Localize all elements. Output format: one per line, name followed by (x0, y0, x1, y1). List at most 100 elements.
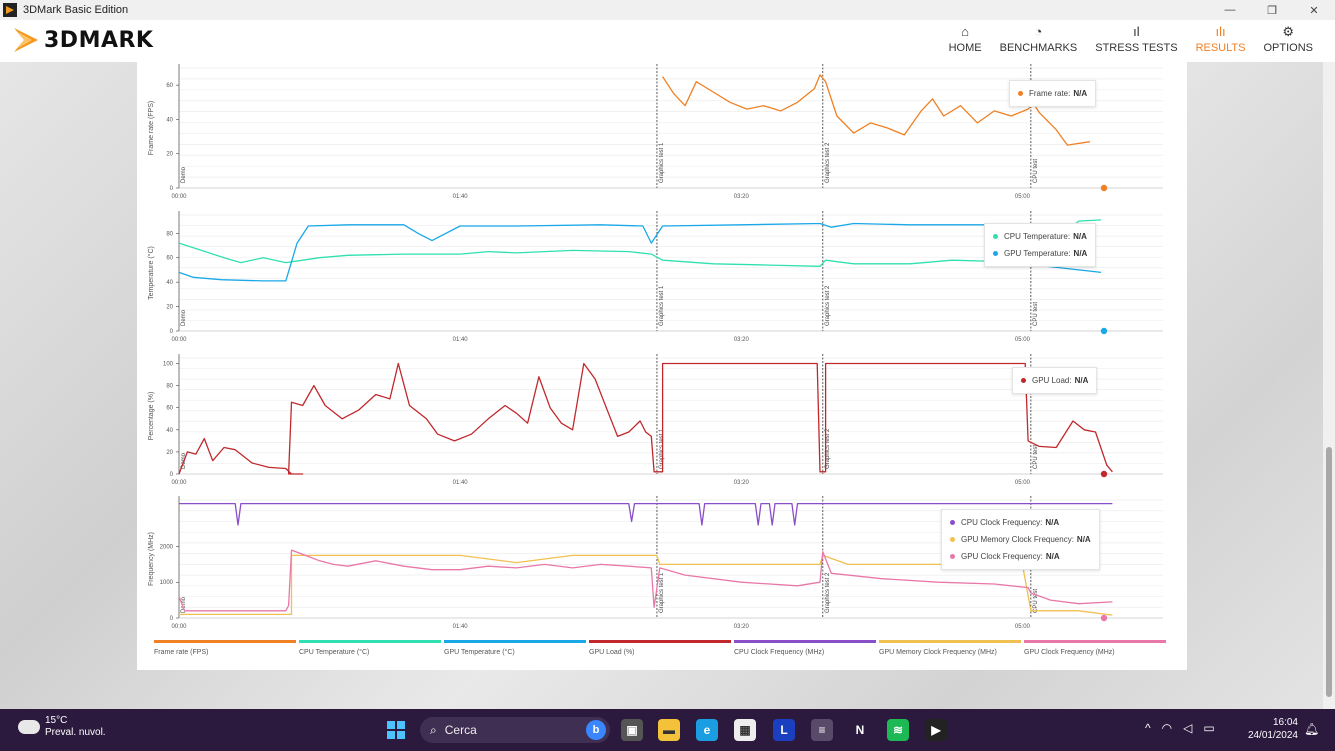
test-marker-label: Graphics test 1 (659, 428, 665, 469)
bars-icon: ıl (1133, 24, 1140, 39)
task-view-icon[interactable]: ▣ (621, 719, 643, 741)
y-axis-label: Temperature (°C) (147, 246, 155, 300)
test-marker-label: Graphics test 2 (825, 572, 831, 613)
legend-value: N/A (1045, 518, 1060, 527)
window-titlebar: 3DMark Basic Edition — ❐ ✕ (0, 0, 1335, 20)
file-explorer-icon[interactable]: ▬ (658, 719, 680, 741)
cursor-dot (1100, 184, 1108, 192)
y-tick-label: 60 (166, 256, 173, 262)
legend-value: N/A (1073, 232, 1087, 241)
app-n-icon[interactable]: N (849, 719, 871, 741)
clock-time: 16:04 (1272, 717, 1298, 728)
nav-stress-tests[interactable]: ıl STRESS TESTS (1095, 24, 1177, 54)
legend-color-bar (299, 640, 441, 643)
series-line-frame-rate (662, 74, 1090, 146)
app-books-icon[interactable]: ≡ (811, 719, 833, 741)
volume-icon[interactable]: ◁ (1183, 721, 1193, 735)
bottom-legend-item[interactable]: Frame rate (FPS) (154, 640, 296, 660)
legend-temperature: CPU Temperature: N/A GPU Temperature: N/A (984, 223, 1097, 267)
bottom-legend-item[interactable]: CPU Temperature (°C) (299, 640, 441, 660)
clock[interactable]: 16:04 24/01/2024 (1238, 716, 1298, 742)
bottom-legend-item[interactable]: GPU Clock Frequency (MHz) (1024, 640, 1166, 660)
bottom-legend-item[interactable]: GPU Load (%) (589, 640, 731, 660)
test-marker-label: CPU test (1033, 302, 1039, 326)
nav-options[interactable]: ⚙ OPTIONS (1263, 24, 1313, 54)
app-l-icon[interactable]: L (773, 719, 795, 741)
x-tick-label: 01:40 (453, 337, 469, 343)
x-tick-label: 00:00 (171, 624, 187, 630)
x-tick-label: 05:00 (1015, 337, 1031, 343)
y-tick-label: 20 (166, 305, 173, 311)
y-tick-label: 100 (163, 362, 174, 368)
x-tick-label: 05:00 (1015, 194, 1031, 200)
battery-icon[interactable]: ▭ (1203, 721, 1215, 735)
test-marker-label: CPU test (1033, 159, 1039, 183)
search-box[interactable]: ⌕ Cerca b (420, 717, 610, 743)
y-tick-label: 40 (166, 428, 173, 434)
y-tick-label: 1000 (160, 580, 174, 586)
logo-text: 3DMARK (44, 27, 154, 53)
legend-value: N/A (1076, 535, 1091, 544)
wifi-icon[interactable]: ◠ (1161, 721, 1173, 735)
y-axis-label: Frequency (MHz) (148, 532, 155, 586)
nav-label: HOME (948, 42, 982, 54)
bottom-legend-item[interactable]: GPU Memory Clock Frequency (MHz) (879, 640, 1021, 660)
nav-label: RESULTS (1195, 42, 1246, 54)
cursor-dot (1100, 470, 1108, 478)
y-tick-label: 60 (166, 406, 173, 412)
bottom-legend-item[interactable]: CPU Clock Frequency (MHz) (734, 640, 876, 660)
clock-date: 24/01/2024 (1247, 730, 1298, 741)
home-icon: ⌂ (961, 24, 970, 39)
legend-row: Frame rate: N/A (1018, 85, 1087, 102)
x-tick-label: 01:40 (453, 480, 469, 486)
minimize-button[interactable]: — (1224, 4, 1236, 16)
system-tray[interactable]: ^ ◠ ◁ ▭ (1145, 721, 1226, 735)
3dmark-icon[interactable]: ▶ (925, 719, 947, 741)
start-button[interactable] (387, 721, 405, 739)
nav-benchmarks[interactable]: ◔ BENCHMARKS (1000, 24, 1078, 54)
spotify-icon[interactable]: ≋ (887, 719, 909, 741)
scrollbar-thumb[interactable] (1326, 447, 1332, 697)
nav-results[interactable]: ılı RESULTS (1196, 24, 1246, 54)
y-tick-label: 20 (166, 152, 173, 158)
test-marker-label: CPU test (1033, 445, 1039, 469)
legend-label: GPU Clock Frequency: (961, 552, 1043, 561)
bottom-legend-label: GPU Temperature (°C) (444, 649, 515, 656)
series-line-gpu-clock-frequency (178, 549, 1113, 612)
chevron-up-icon[interactable]: ^ (1145, 721, 1151, 735)
bottom-legend-item[interactable]: GPU Temperature (°C) (444, 640, 586, 660)
scrollbar[interactable] (1323, 62, 1335, 709)
test-marker-label: Graphics test 1 (659, 285, 665, 326)
legend-row: CPU Clock Frequency: N/A (950, 514, 1091, 531)
y-axis-label: Percentage (%) (148, 392, 155, 441)
main-nav: ⌂ HOME ◔ BENCHMARKS ıl STRESS TESTS ılı RESULTS… (931, 24, 1313, 54)
maximize-button[interactable]: ❐ (1267, 4, 1277, 17)
nav-label: BENCHMARKS (999, 42, 1078, 54)
series-line-cpu-temperature (178, 219, 1102, 267)
chart-panel-2: 0 20 40 60 80 100 Percentage (%) 00:00 01:40 03:2… (148, 354, 1163, 486)
3dmark-logo[interactable]: 3DMARK (12, 24, 153, 56)
legend-color-bar (154, 640, 296, 643)
weather-widget[interactable]: 15°C Preval. nuvol. (18, 715, 106, 739)
y-tick-label: 0 (170, 472, 174, 478)
bottom-legend-label: GPU Memory Clock Frequency (MHz) (879, 649, 997, 656)
bing-icon[interactable]: b (586, 720, 606, 740)
store-icon[interactable]: ▦ (734, 719, 756, 741)
legend-color-bar (734, 640, 876, 643)
legend-label: GPU Load: (1032, 376, 1072, 385)
legend-dot-icon (950, 520, 955, 525)
close-button[interactable]: ✕ (1309, 4, 1319, 17)
y-tick-label: 80 (166, 384, 173, 390)
notification-bell-icon[interactable]: 🔔︎ (1304, 722, 1320, 736)
gauge-icon: ◔ (1034, 24, 1043, 39)
x-tick-label: 03:20 (734, 624, 750, 630)
bottom-legend-label: CPU Clock Frequency (MHz) (734, 649, 825, 656)
edge-icon[interactable]: e (696, 719, 718, 741)
legend-color-bar (444, 640, 586, 643)
bottom-legend-label: Frame rate (FPS) (154, 649, 209, 656)
test-marker-label: Graphics test 2 (825, 285, 831, 326)
nav-home[interactable]: ⌂ HOME (949, 24, 982, 54)
cloud-icon (18, 715, 40, 734)
legend-row: GPU Clock Frequency: N/A (950, 548, 1091, 565)
